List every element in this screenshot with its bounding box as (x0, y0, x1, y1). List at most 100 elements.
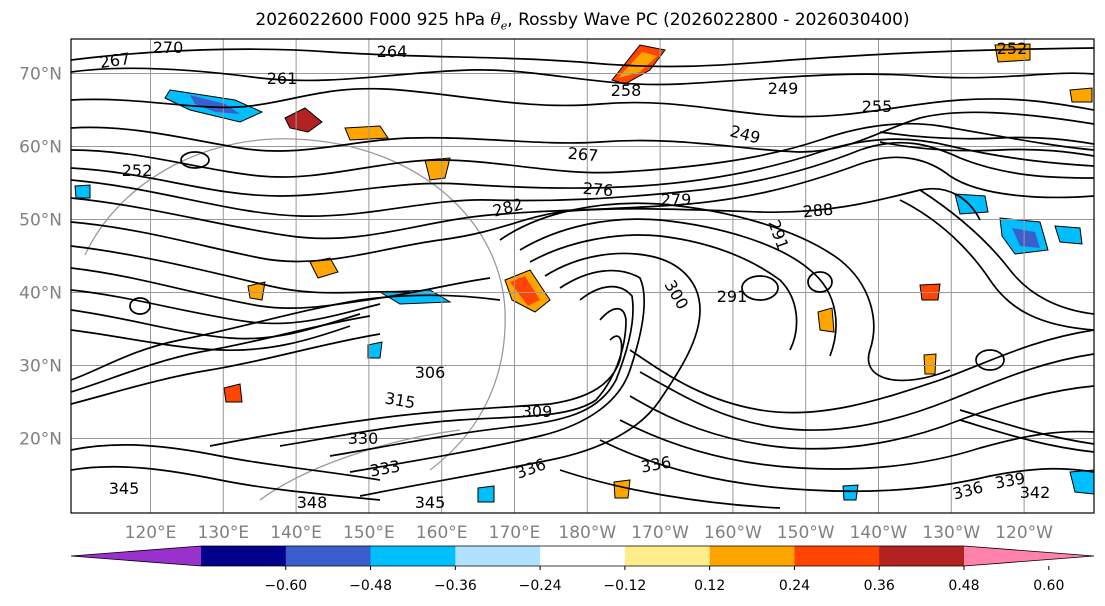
anomaly-patch (74, 184, 91, 199)
contour-line (919, 189, 1094, 315)
colorbar-tick-label: 0.24 (779, 578, 810, 594)
colorbar-segment (455, 546, 541, 566)
contour-line (329, 285, 634, 457)
contour-line (71, 111, 1094, 153)
longitude-label: 120°W (995, 523, 1053, 543)
contour-line (71, 315, 371, 393)
colorbar-segment (624, 546, 711, 566)
contour-label: 345 (109, 479, 140, 498)
colorbar-segment (370, 546, 456, 566)
anomaly-patch (1069, 87, 1093, 103)
anomaly-patch (367, 341, 383, 359)
anomaly-patch (817, 307, 835, 333)
contour-line (71, 267, 491, 309)
contour-line (71, 325, 351, 352)
contour-line (879, 141, 1094, 157)
latitude-label: 20°N (19, 430, 62, 450)
latitude-label: 60°N (19, 138, 62, 158)
colorbar-tick-label: −0.48 (349, 578, 392, 594)
contour-label: 348 (297, 493, 328, 512)
anomaly-patch (1012, 228, 1040, 248)
colorbar-tick-label: 0.12 (694, 578, 725, 594)
colorbar-tick-label: 0.48 (948, 578, 979, 594)
colorbar-tick-label: −0.12 (603, 578, 646, 594)
contour-label: 342 (1020, 483, 1051, 502)
colorbar-segment (201, 546, 287, 566)
contour-line (639, 353, 1094, 431)
longitude-label: 120°E (125, 523, 177, 543)
contour-label: 270 (153, 38, 184, 57)
anomaly-patch (477, 485, 495, 503)
contour-line (499, 202, 951, 382)
contour-label: 291 (717, 287, 748, 306)
colorbar-segment (794, 546, 880, 566)
anomaly-patch (618, 52, 657, 78)
anomaly-patch (223, 383, 243, 403)
latitude-label: 70°N (19, 65, 62, 85)
graticule (71, 39, 1094, 513)
contour-line (71, 333, 381, 405)
contour-line (629, 385, 1094, 450)
anomaly-patches (74, 43, 1094, 503)
contour-line (71, 47, 1094, 68)
anomaly-patch (344, 125, 389, 141)
contour-label: 249 (768, 79, 799, 98)
contour-line (71, 444, 381, 481)
contour-line (975, 349, 1005, 371)
contour-label: 267 (567, 144, 599, 166)
contour-line (741, 275, 779, 301)
contour-label: 306 (415, 363, 446, 382)
range-ring (84, 138, 506, 471)
latitude-labels: 70°N 60°N 50°N 40°N 30°N 20°N (19, 65, 62, 450)
anomaly-patch (923, 353, 937, 375)
contour-label: 252 (997, 39, 1028, 58)
contour-label: 330 (348, 429, 379, 448)
anomaly-patch (510, 276, 540, 306)
map-title: 2026022600 F000 925 hPa θe, Rossby Wave … (255, 10, 910, 33)
anomaly-patch (190, 95, 240, 114)
anomaly-patch (378, 289, 452, 305)
contour-line (619, 419, 1094, 470)
anomaly-patch (1054, 225, 1083, 245)
contour-label: 255 (862, 97, 893, 116)
contour-line (529, 234, 798, 351)
contour-line (71, 245, 411, 294)
colorbar-tick-label: 0.60 (1033, 578, 1064, 594)
contour-line (959, 419, 1094, 453)
latitude-label: 40°N (19, 284, 62, 304)
contour-line (279, 307, 627, 447)
colorbar-segment (285, 546, 372, 566)
longitude-label: 160°E (416, 523, 468, 543)
latitude-label: 50°N (19, 211, 62, 231)
colorbar-tick-label: −0.24 (519, 578, 562, 594)
longitude-label: 130°E (197, 523, 249, 543)
longitude-label: 140°W (850, 523, 908, 543)
contour-line (71, 67, 1094, 86)
longitude-label: 160°W (704, 523, 762, 543)
contour-label: 279 (661, 190, 692, 209)
longitude-label: 150°W (777, 523, 835, 543)
contour-line (71, 141, 1094, 217)
longitude-label: 170°E (489, 523, 541, 543)
contour-line (71, 289, 381, 325)
colorbar-outline (70, 545, 1095, 567)
contour-line (71, 294, 501, 381)
contour-line (599, 439, 1094, 493)
latitude-label: 30°N (19, 357, 62, 377)
anomaly-patch (613, 479, 631, 499)
contour-label: 309 (522, 402, 553, 421)
colorbar-tick-label: 0.36 (864, 578, 895, 594)
colorbar-tick-label: −0.36 (434, 578, 477, 594)
contour-line (129, 297, 151, 315)
contour-line (209, 335, 623, 447)
contour-line (807, 271, 833, 293)
contour-label: 252 (122, 161, 153, 180)
map-frame (70, 38, 1095, 514)
contour-line (629, 329, 1094, 414)
anomaly-patch (284, 107, 323, 133)
theta-e-contours (71, 47, 1094, 509)
contour-label: 276 (582, 179, 614, 201)
longitude-label: 150°E (343, 523, 395, 543)
contour-line (71, 138, 1094, 197)
